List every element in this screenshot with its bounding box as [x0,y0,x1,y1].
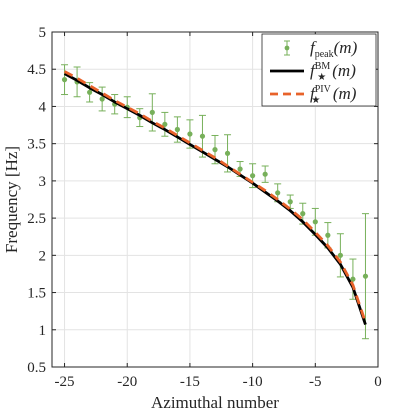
series-layer [61,64,369,340]
plot-frame [51,31,379,368]
y-tick-label: 4 [39,99,47,115]
peak-point [237,166,243,172]
legend-label: fpeak(m) [310,38,358,60]
y-tick-label: 2 [39,248,47,264]
x-tick-label: -20 [117,374,137,390]
axis-ticks: -25 -20 -15 -10 -5 0 0.5 1 1.5 2 2.5 3 3.5 4 4.5 5 [27,25,382,390]
peak-point [337,252,343,258]
y-tick-label: 5 [39,25,47,41]
peak-point [275,190,281,196]
y-axis-label: Frequency [Hz] [2,146,21,253]
peak-point [87,89,93,95]
peak-point [325,232,331,238]
legend-label: fBM ★ (m) [310,61,356,83]
x-tick-label: 0 [374,374,382,390]
bm-curve [63,72,367,326]
legend: fpeak(m)fBM ★ (m)fPIV ★ (m) [261,33,377,107]
y-tick-label: 2.5 [27,211,46,227]
peak-point [61,77,68,83]
legend-point-swatch [284,45,290,51]
peak-point [300,211,306,217]
legend-label: fPIV ★ (m) [310,84,357,106]
peak-point [312,219,318,225]
peak-point [250,173,256,179]
x-tick-label: -10 [243,374,263,390]
x-tick-label: -25 [55,374,75,390]
x-tick-label: -15 [180,374,200,390]
peak-point [362,273,369,279]
y-tick-label: 1.5 [27,286,46,302]
x-tick-label: -5 [309,374,322,390]
y-tick-label: 3.5 [27,137,46,153]
errorbar-series [61,64,369,340]
y-tick-label: 4.5 [27,62,46,78]
piv-curve [63,70,367,323]
peak-point [187,131,193,137]
peak-point [287,199,293,205]
peak-point [199,133,206,139]
peak-point [162,121,168,127]
y-tick-label: 1 [39,323,47,339]
peak-point [262,171,268,177]
peak-point [224,150,231,156]
x-axis-label: Azimuthal number [151,393,279,412]
peak-point [174,126,180,133]
peak-point [350,276,356,282]
y-tick-label: 0.5 [27,360,46,376]
y-tick-label: 3 [39,174,47,190]
peak-point [149,109,155,115]
peak-point [212,147,218,153]
peak-point [99,96,105,102]
